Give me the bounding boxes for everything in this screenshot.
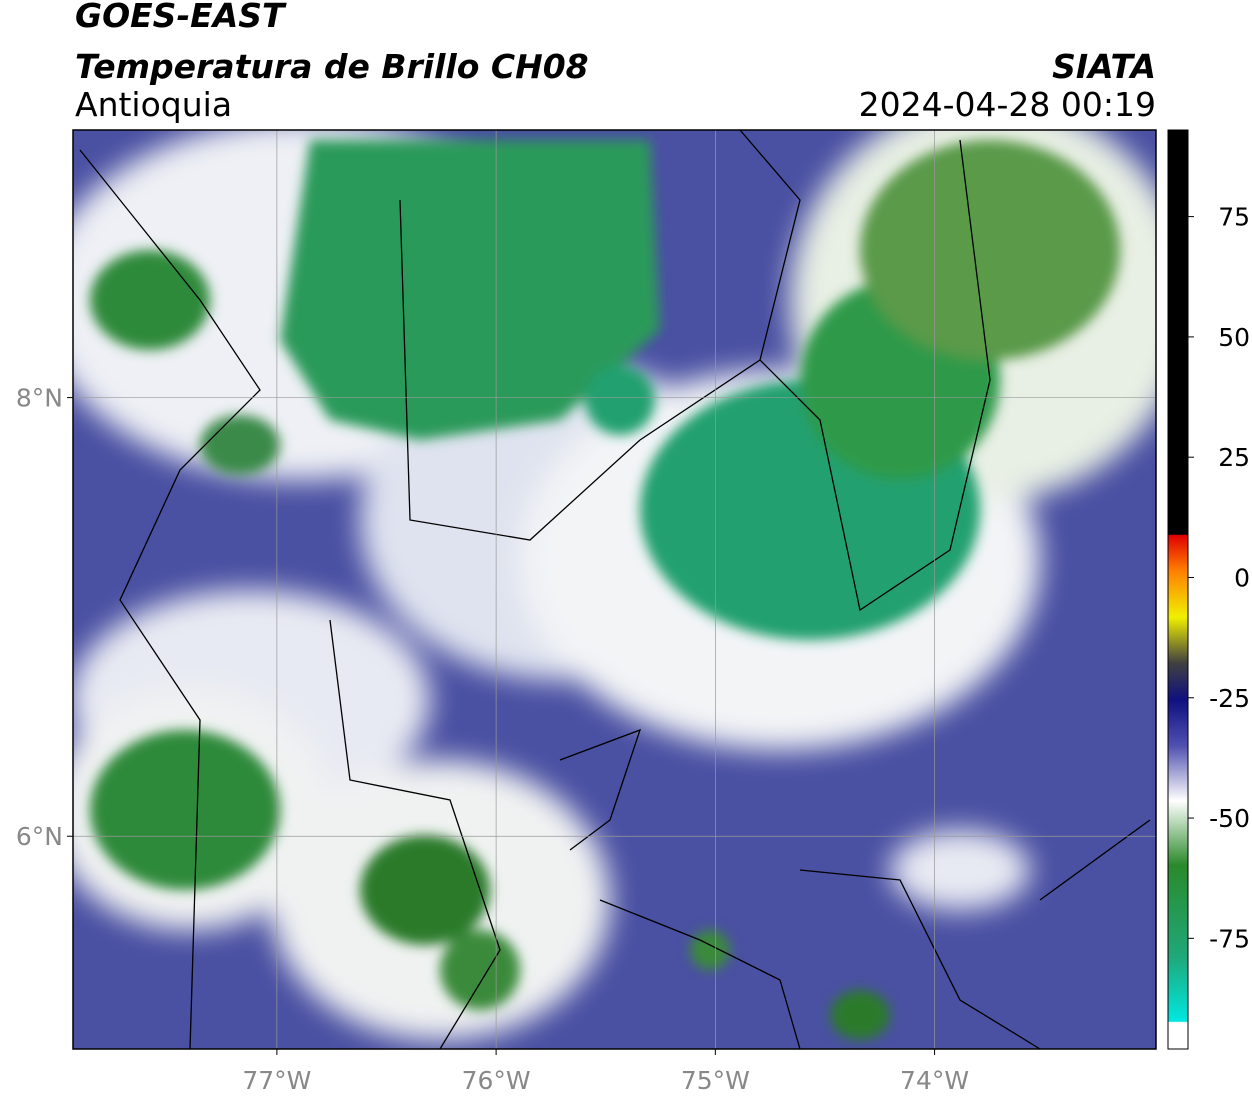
x-tick-label: 74°W [900, 1066, 969, 1095]
colorbar-tick-label: 25 [1218, 443, 1250, 472]
x-tick-label: 75°W [681, 1066, 750, 1095]
x-tick-label: 77°W [242, 1066, 311, 1095]
colorbar-tick-label: 0 [1234, 563, 1250, 592]
colorbar-tick-label: 50 [1218, 323, 1250, 352]
title: GOES-EAST [75, 0, 287, 35]
region: Antioquia [75, 85, 232, 124]
map-frame [72, 129, 1157, 1050]
y-tick-label: 6°N [16, 822, 63, 851]
datetime: 2024-04-28 00:19 [859, 85, 1156, 124]
colorbar [1167, 129, 1189, 1050]
subtitle: Temperatura de Brillo CH08 [75, 47, 589, 86]
source: SIATA [1052, 47, 1156, 86]
colorbar-tick-label: -75 [1209, 924, 1250, 953]
colorbar-tick-label: 75 [1218, 203, 1250, 232]
brightness-field [73, 130, 1156, 1049]
x-tick-label: 76°W [462, 1066, 531, 1095]
colorbar-tick-label: -50 [1209, 804, 1250, 833]
colorbar-tick-label: -25 [1209, 684, 1250, 713]
y-tick-label: 8°N [16, 384, 63, 413]
